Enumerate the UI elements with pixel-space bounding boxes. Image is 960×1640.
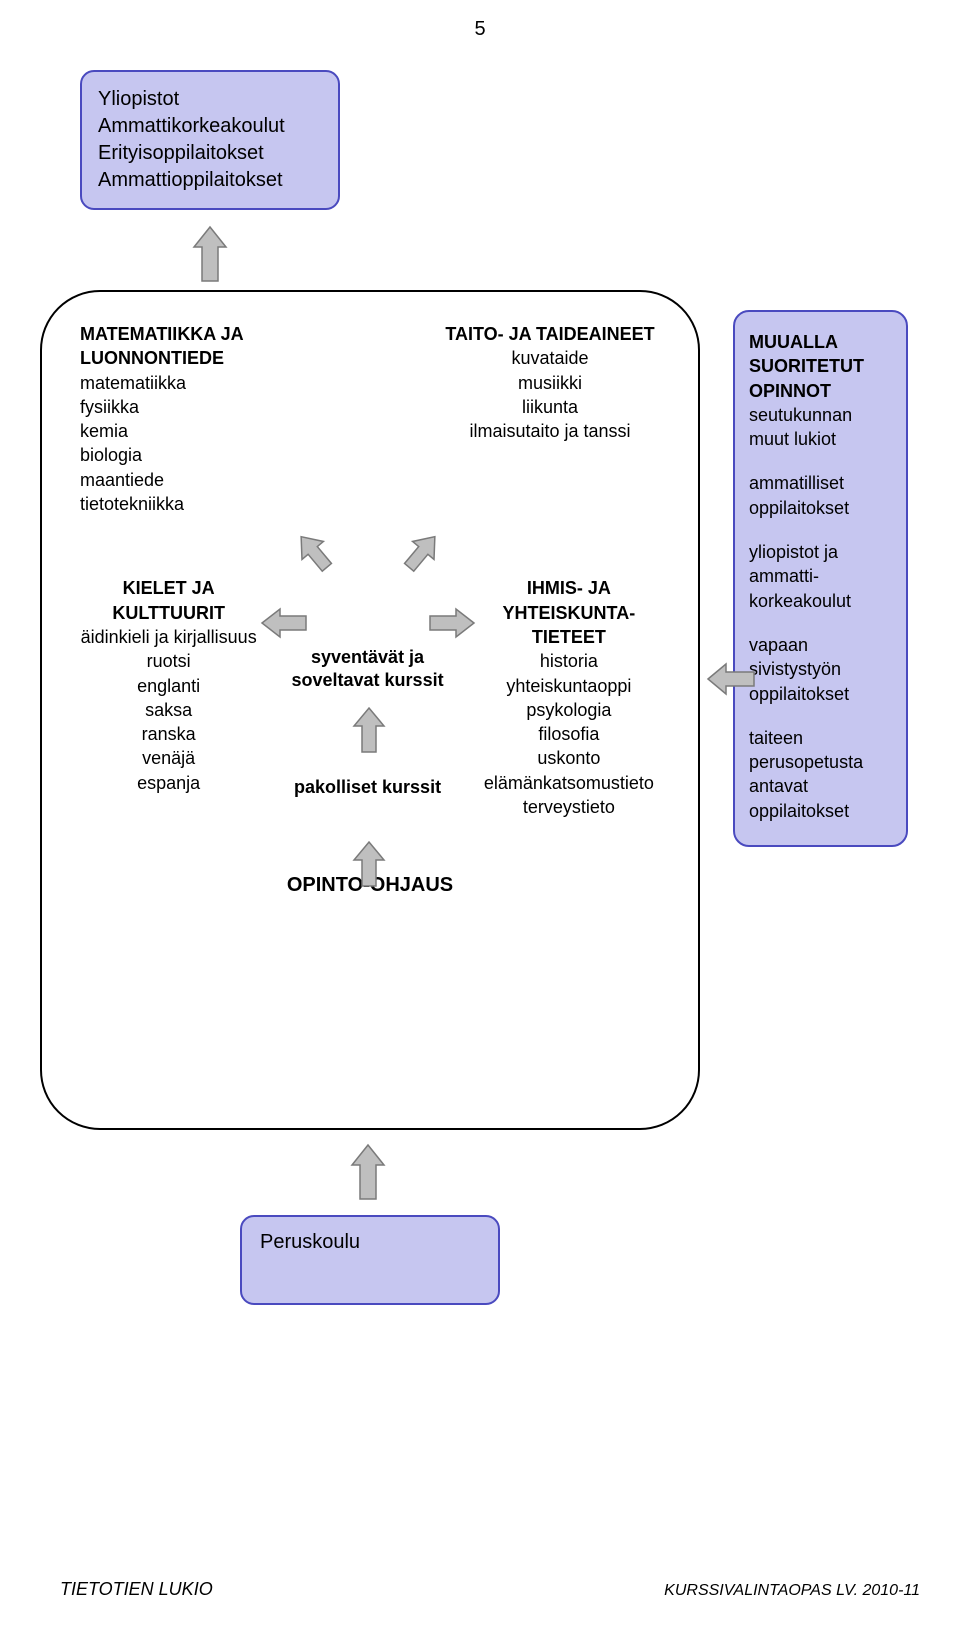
block-item: matematiikka [80, 371, 340, 395]
block-head: MATEMATIIKKA JA LUONNONTIEDE [80, 322, 340, 371]
arrow-up-icon [190, 225, 230, 283]
side-item: muut lukiot [749, 427, 892, 451]
block-item: biologia [80, 443, 340, 467]
page-number: 5 [474, 18, 485, 41]
block-item: uskonto [466, 746, 672, 770]
block-item: ruotsi [68, 649, 269, 673]
arrow-up-left-icon [290, 528, 338, 576]
side-section: ammatilliset oppilaitokset [749, 471, 892, 520]
side-item: oppilaitokset [749, 799, 892, 823]
arrow-up-right-icon [398, 528, 446, 576]
center-lower-label: pakolliset kurssit [269, 776, 465, 799]
block-item: maantiede [80, 468, 340, 492]
block-item: musiikki [440, 371, 660, 395]
block-item: filosofia [466, 722, 672, 746]
block-item: fysiikka [80, 395, 340, 419]
top-destinations-box: Yliopistot Ammattikorkeakoulut Erityisop… [80, 70, 340, 210]
math-science-block: MATEMATIIKKA JA LUONNONTIEDE matematiikk… [80, 322, 340, 516]
side-section: vapaan sivistystyön oppilaitokset [749, 633, 892, 706]
arrow-left-icon [706, 660, 756, 698]
center-upper-label: syventävät ja soveltavat kurssit [269, 646, 465, 691]
top-box-line: Ammattikorkeakoulut [98, 113, 322, 140]
block-head: KIELET JA KULTTUURIT [68, 576, 269, 625]
block-item: espanja [68, 771, 269, 795]
external-studies-box: MUUALLA SUORITETUT OPINNOT seutukunnan m… [733, 310, 908, 847]
arrow-up-icon [348, 1143, 388, 1201]
block-item: saksa [68, 698, 269, 722]
side-item: perusopetusta [749, 750, 892, 774]
side-head: MUUALLA SUORITETUT OPINNOT [749, 330, 892, 403]
arrow-right-icon [428, 605, 476, 641]
arts-block: TAITO- JA TAIDEAINEET kuvataide musiikki… [440, 322, 660, 516]
side-item: sivistystyön [749, 657, 892, 681]
block-item: kemia [80, 419, 340, 443]
block-head: IHMIS- JA YHTEISKUNTA-TIETEET [466, 576, 672, 649]
block-item: tietotekniikka [80, 492, 340, 516]
side-item: ammatti- [749, 564, 892, 588]
block-item: englanti [68, 674, 269, 698]
side-section: yliopistot ja ammatti- korkeakoulut [749, 540, 892, 613]
block-item: liikunta [440, 395, 660, 419]
block-item: historia [466, 649, 672, 673]
top-box-line: Yliopistot [98, 86, 322, 113]
block-item: psykologia [466, 698, 672, 722]
side-item: yliopistot ja [749, 540, 892, 564]
arrow-left-icon [260, 605, 308, 641]
side-item: oppilaitokset [749, 682, 892, 706]
block-item: kuvataide [440, 346, 660, 370]
block-item: ilmaisutaito ja tanssi [440, 419, 660, 443]
top-box-line: Ammattioppilaitokset [98, 167, 322, 194]
arrow-up-icon [352, 706, 386, 754]
footer-right: KURSSIVALINTAOPAS LV. 2010-11 [664, 1582, 920, 1600]
side-item: oppilaitokset [749, 496, 892, 520]
block-item: terveystieto [466, 795, 672, 819]
side-item: ammatilliset [749, 471, 892, 495]
arrow-up-icon [352, 840, 386, 888]
footer-left: TIETOTIEN LUKIO [60, 1579, 213, 1600]
side-item: antavat [749, 774, 892, 798]
side-item: seutukunnan [749, 403, 892, 427]
side-section: taiteen perusopetusta antavat oppilaitok… [749, 726, 892, 823]
top-box-line: Erityisoppilaitokset [98, 140, 322, 167]
block-head: TAITO- JA TAIDEAINEET [440, 322, 660, 346]
peruskoulu-box: Peruskoulu [240, 1215, 500, 1305]
languages-block: KIELET JA KULTTUURIT äidinkieli ja kirja… [68, 576, 269, 819]
block-item: elämänkatsomustieto [466, 771, 672, 795]
block-item: äidinkieli ja kirjallisuus [68, 625, 269, 649]
side-item: vapaan [749, 633, 892, 657]
block-item: venäjä [68, 746, 269, 770]
block-item: ranska [68, 722, 269, 746]
bottom-box-label: Peruskoulu [260, 1231, 480, 1254]
humanities-block: IHMIS- JA YHTEISKUNTA-TIETEET historia y… [466, 576, 672, 819]
side-item: korkeakoulut [749, 589, 892, 613]
side-item: taiteen [749, 726, 892, 750]
block-item: yhteiskuntaoppi [466, 674, 672, 698]
